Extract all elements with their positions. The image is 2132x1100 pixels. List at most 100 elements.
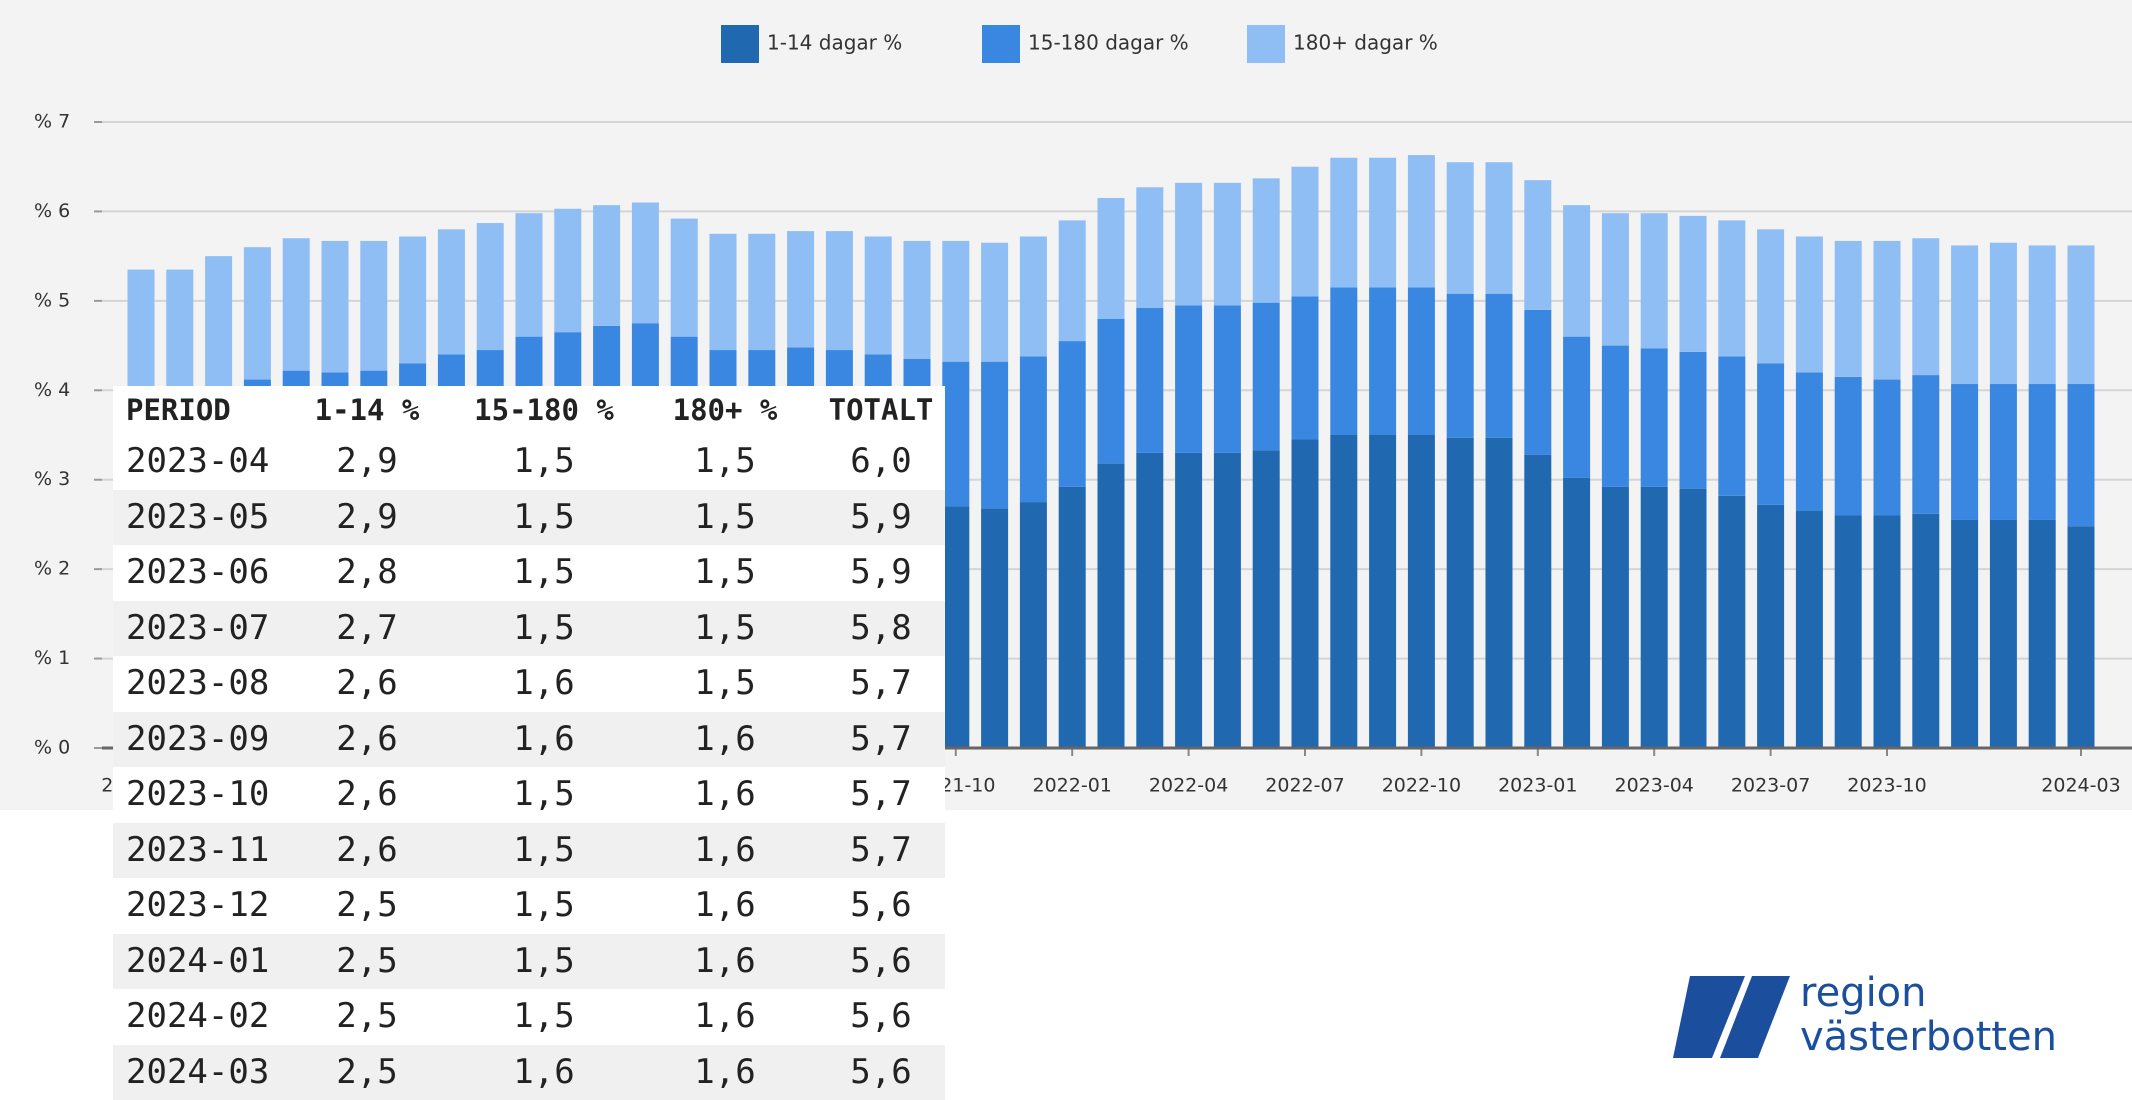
bar-segment <box>1136 308 1164 453</box>
bar-segment <box>399 236 427 364</box>
table-row: 2023-07 2,7 1,5 1,5 5,8 <box>113 600 945 656</box>
legend-label: 1-14 dagar % <box>767 31 902 55</box>
bar-segment <box>1446 293 1474 438</box>
table-cell: 1,5 <box>513 441 575 481</box>
table-cell: 2,7 <box>336 607 398 648</box>
bar-segment <box>1951 519 1979 748</box>
bar-segment <box>1485 162 1513 294</box>
bar-segment <box>1912 238 1940 376</box>
bar-segment <box>981 242 1009 362</box>
table-cell: 2023-08 <box>126 663 270 703</box>
x-tick-label: 2022-01 <box>1033 775 1112 797</box>
table-cell: 2,6 <box>336 718 398 759</box>
bar-segment <box>1058 220 1086 342</box>
bar-segment <box>1601 486 1629 748</box>
table-row: 2023-09 2,6 1,6 1,6 5,7 <box>113 711 945 767</box>
bar-segment <box>1601 345 1629 487</box>
bar-segment <box>1097 198 1125 319</box>
bar-segment <box>1019 236 1047 357</box>
table-cell: 5,7 <box>850 829 912 870</box>
bar-segment <box>1524 309 1552 455</box>
bar-segment <box>243 247 271 380</box>
bar-segment <box>282 238 310 371</box>
bar-segment <box>1097 318 1125 464</box>
table-cell: 1,5 <box>694 496 756 537</box>
table-cell: 1,5 <box>513 607 575 648</box>
bar-segment <box>321 240 349 373</box>
bar-segment <box>1446 437 1474 748</box>
table-cell: 2,6 <box>336 663 398 703</box>
table-cell: 2,9 <box>336 496 398 537</box>
bar-segment <box>1175 305 1203 453</box>
bar-segment <box>1524 180 1552 310</box>
bar-segment <box>1989 519 2017 748</box>
legend-label: 15-180 dagar % <box>1028 31 1189 55</box>
table-cell: 5,7 <box>850 774 912 814</box>
bar-segment <box>748 233 776 351</box>
table-cell: 5,7 <box>850 718 912 759</box>
logo-mark <box>1720 976 1790 1058</box>
table-cell: 5,6 <box>850 1051 912 1092</box>
table-cell: 1,5 <box>694 441 756 481</box>
bar-segment <box>1291 439 1319 748</box>
bar-segment <box>1912 513 1940 748</box>
table-cell: 5,6 <box>850 940 912 981</box>
x-tick-label: 2023-10 <box>1847 775 1926 797</box>
bar-segment <box>1058 341 1086 487</box>
table-cell: 2,9 <box>336 441 398 481</box>
bar-segment <box>1213 305 1241 453</box>
table-cell: 2,5 <box>336 940 398 981</box>
bar-segment <box>1407 435 1435 748</box>
bar-segment <box>942 361 970 507</box>
bar-segment <box>1795 236 1823 373</box>
table-cell: 1,5 <box>694 552 756 592</box>
table-cell: 2,5 <box>336 1051 398 1092</box>
bar-segment <box>437 229 465 355</box>
legend-swatch <box>1247 25 1285 63</box>
table-cell: 1,5 <box>513 496 575 537</box>
table-cell: 1,5 <box>513 885 575 925</box>
bar-segment <box>825 231 853 351</box>
bar-segment <box>1834 376 1862 516</box>
x-tick-label: 2023-07 <box>1731 775 1810 797</box>
bar-segment <box>1718 495 1746 748</box>
bar-segment <box>787 231 815 348</box>
table-cell: 2,5 <box>336 885 398 925</box>
table-cell: 1,6 <box>694 718 756 759</box>
table-cell: 1,6 <box>694 1051 756 1092</box>
bar-segment <box>1989 242 2017 385</box>
bar-segment <box>1485 293 1513 438</box>
bar-segment <box>1795 511 1823 748</box>
bar-segment <box>631 202 659 324</box>
bar-segment <box>1213 182 1241 306</box>
table-cell: 2,5 <box>336 996 398 1036</box>
y-tick-label: % 2 <box>34 558 70 580</box>
table-cell: 6,0 <box>850 441 912 481</box>
bar-segment <box>515 213 543 337</box>
y-tick-label: % 6 <box>34 200 70 222</box>
table-cell: 1,6 <box>694 940 756 981</box>
bar-segment <box>1291 166 1319 297</box>
column-header: 180+ % <box>672 393 778 427</box>
data-table: PERIOD 1-14 % 15-180 % 180+ % TOTALT 2023-04 2… <box>113 386 945 1100</box>
table-row: 2024-02 2,5 1,5 1,6 5,6 <box>113 989 945 1045</box>
table-row: 2023-12 2,5 1,5 1,6 5,6 <box>113 878 945 934</box>
table-row: 2024-03 2,5 1,6 1,6 5,6 <box>113 1044 945 1100</box>
bar-segment <box>1640 348 1668 487</box>
logo: region västerbotten <box>1673 970 2057 1060</box>
bar-segment <box>2028 384 2056 520</box>
bar-segment <box>709 233 737 351</box>
bar-segment <box>1757 229 1785 364</box>
table-cell: 2023-09 <box>126 718 270 759</box>
table-cell: 1,5 <box>694 607 756 648</box>
bar-segment <box>1446 162 1474 294</box>
bar-segment <box>1369 287 1397 435</box>
table-cell: 2023-10 <box>126 774 270 814</box>
table-cell: 1,6 <box>694 774 756 814</box>
bar-segment <box>942 506 970 748</box>
bar-segment <box>1912 375 1940 514</box>
table-cell: 2024-01 <box>126 940 270 981</box>
table-row: 2023-04 2,9 1,5 1,5 6,0 <box>113 434 945 490</box>
table-cell: 5,7 <box>850 663 912 703</box>
bar-segment <box>2067 384 2095 527</box>
